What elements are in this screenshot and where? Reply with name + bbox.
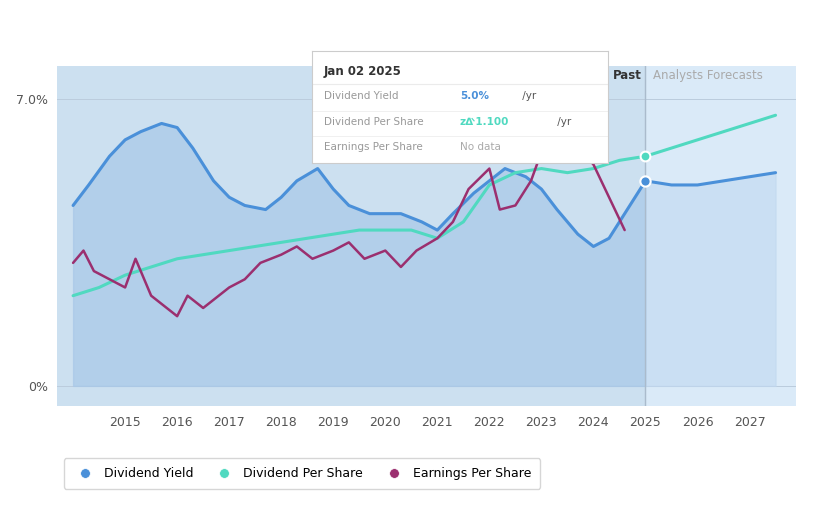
Text: Jan 02 2025: Jan 02 2025	[323, 66, 401, 78]
Point	[639, 152, 652, 161]
Text: Past: Past	[612, 70, 641, 82]
Text: Analysts Forecasts: Analysts Forecasts	[654, 70, 764, 82]
Bar	[645, 66, 796, 406]
Legend: Dividend Yield, Dividend Per Share, Earnings Per Share: Dividend Yield, Dividend Per Share, Earn…	[64, 458, 540, 489]
Text: zᐬ1.100: zᐬ1.100	[460, 117, 509, 128]
Point	[639, 177, 652, 185]
Text: /yr: /yr	[554, 117, 571, 128]
Text: Dividend Per Share: Dividend Per Share	[323, 117, 424, 128]
Bar	[57, 66, 645, 406]
Text: Dividend Yield: Dividend Yield	[323, 90, 398, 101]
Text: No data: No data	[460, 142, 501, 152]
Text: /yr: /yr	[519, 90, 536, 101]
Text: Earnings Per Share: Earnings Per Share	[323, 142, 423, 152]
Text: 5.0%: 5.0%	[460, 90, 488, 101]
